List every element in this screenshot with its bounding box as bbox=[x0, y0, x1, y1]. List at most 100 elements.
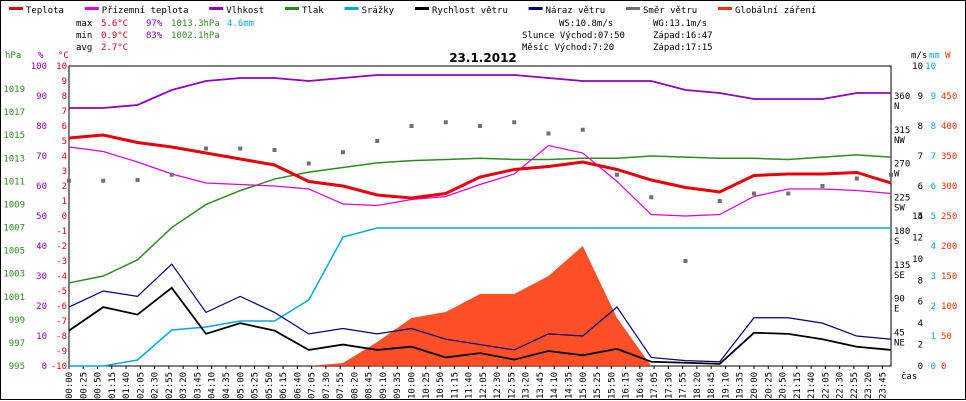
hpa-unit: hPa bbox=[5, 51, 21, 61]
dir-tick: 315 bbox=[894, 126, 910, 136]
hpa-tick: 999 bbox=[9, 316, 25, 326]
hpa-tick: 1005 bbox=[3, 247, 25, 257]
x-axis-label: čas bbox=[901, 371, 917, 382]
w-tick: 0 bbox=[941, 362, 946, 372]
wind-direction-point bbox=[683, 259, 688, 263]
rain-line bbox=[69, 227, 891, 367]
info-sun: Slunce Východ:07:50 bbox=[522, 31, 625, 41]
temp-tick: -9 bbox=[56, 347, 67, 357]
x-tick-label: 19:35 bbox=[736, 372, 746, 399]
x-tick-label: 21:15 bbox=[793, 372, 803, 399]
w-tick: 150 bbox=[941, 272, 957, 282]
legend-swatch bbox=[285, 7, 299, 10]
stats-avg-temp: 2.7°C bbox=[101, 43, 128, 53]
ms-tick: 7 bbox=[918, 152, 923, 162]
legend-label: Tlak bbox=[302, 6, 324, 16]
temp-tick: 9 bbox=[62, 77, 67, 87]
x-tick-label: 05:50 bbox=[265, 372, 275, 399]
hpa-tick: 997 bbox=[9, 339, 25, 349]
ms-tick: 8 bbox=[918, 122, 923, 132]
dir-label: W bbox=[894, 170, 900, 180]
x-tick-label: 07:55 bbox=[336, 372, 346, 399]
stats-min-press: 1002.1hPa bbox=[171, 31, 220, 41]
ms-tick: 10 bbox=[912, 62, 923, 72]
mm-tick: 0 bbox=[931, 362, 936, 372]
x-tick-label: 02:55 bbox=[165, 372, 175, 399]
x-tick-label: 02:05 bbox=[136, 372, 146, 399]
mm-tick: 2 bbox=[931, 302, 936, 312]
w-tick: 50 bbox=[941, 332, 952, 342]
ground-temperature-line bbox=[68, 144, 892, 217]
dir-tick: 225 bbox=[894, 193, 910, 203]
x-tick-label: 05:25 bbox=[251, 372, 261, 399]
x-tick-label: 12:30 bbox=[493, 372, 503, 399]
hpa-tick: 1011 bbox=[3, 177, 25, 187]
legend-swatch bbox=[209, 7, 224, 10]
dir-label: E bbox=[894, 305, 899, 315]
legend-swatch bbox=[9, 7, 23, 10]
wind-direction-point bbox=[67, 178, 71, 183]
hpa-tick: 1017 bbox=[3, 108, 25, 118]
stats-max-hum: 97% bbox=[146, 19, 163, 29]
temp-tick: 0 bbox=[62, 212, 67, 222]
dir-label: NW bbox=[894, 136, 905, 146]
stats-min-temp: 0.9°C bbox=[101, 31, 128, 41]
stats-max-press: 1013.3hPa bbox=[171, 19, 220, 29]
x-tick-label: 17:30 bbox=[664, 372, 674, 399]
dir-label: SW bbox=[894, 203, 905, 213]
hum-tick: 0 bbox=[42, 362, 47, 372]
temp-tick: 1 bbox=[62, 197, 67, 207]
legend-swatch bbox=[344, 7, 359, 10]
temp-tick: -3 bbox=[56, 257, 67, 267]
ms-unit: m/s bbox=[911, 51, 927, 61]
x-tick-label: 10:50 bbox=[436, 372, 446, 399]
legend-label: Náraz větru bbox=[546, 6, 606, 16]
legend-label: Globální záření bbox=[735, 6, 816, 16]
hum-tick: 100 bbox=[31, 62, 47, 72]
temp-unit: °C bbox=[58, 51, 69, 61]
x-tick-label: 13:20 bbox=[522, 372, 532, 399]
x-tick-label: 15:00 bbox=[579, 372, 589, 399]
legend-swatch bbox=[626, 7, 640, 10]
x-tick-label: 11:40 bbox=[465, 372, 475, 399]
w-tick: 450 bbox=[941, 92, 957, 102]
dir-tick: 270 bbox=[894, 160, 910, 170]
temp-tick: -1 bbox=[56, 227, 67, 237]
x-tick-label: 08:20 bbox=[350, 372, 360, 399]
stats-min-label: min bbox=[76, 31, 92, 41]
stats-min-hum: 83% bbox=[146, 31, 163, 41]
temperature-line bbox=[68, 133, 892, 200]
x-tick-label: 16:40 bbox=[636, 372, 646, 399]
wind-direction-point bbox=[546, 131, 551, 136]
w-tick: 400 bbox=[941, 122, 957, 132]
mm-tick: 6 bbox=[931, 182, 936, 192]
hum-tick: 40 bbox=[36, 242, 47, 252]
x-tick-label: 15:25 bbox=[593, 372, 603, 399]
stats-rain: 4.6mm bbox=[227, 19, 254, 29]
hpa-tick: 1003 bbox=[3, 270, 25, 280]
wind-direction-point bbox=[820, 184, 825, 188]
x-tick-label: 00:50 bbox=[94, 372, 104, 399]
ms-tick: 6 bbox=[918, 182, 923, 192]
mm-tick: 3 bbox=[931, 272, 936, 282]
stats-avg-label: avg bbox=[76, 43, 92, 53]
temp-tick: -10 bbox=[51, 362, 67, 372]
w-tick: 300 bbox=[941, 182, 957, 192]
dir-label: N bbox=[894, 102, 899, 112]
ms-tick: 14 bbox=[912, 212, 923, 222]
temp-tick: 3 bbox=[62, 167, 67, 177]
mm-tick: 9 bbox=[931, 92, 936, 102]
temp-tick: 2 bbox=[62, 182, 67, 192]
x-tick-label: 22:55 bbox=[850, 372, 860, 399]
legend-label: Srážky bbox=[362, 6, 395, 16]
temp-tick: 8 bbox=[62, 92, 67, 102]
dir-label: S bbox=[894, 237, 899, 247]
x-tick-label: 06:40 bbox=[293, 372, 303, 399]
wind-direction-point bbox=[375, 139, 380, 143]
temp-tick: 4 bbox=[62, 152, 67, 162]
w-unit: W bbox=[945, 51, 951, 61]
hpa-tick: 1009 bbox=[3, 200, 25, 210]
legend-label: Teplota bbox=[26, 6, 64, 16]
legend-label: Vlhkost bbox=[226, 6, 264, 16]
wind-direction-point bbox=[341, 150, 345, 155]
